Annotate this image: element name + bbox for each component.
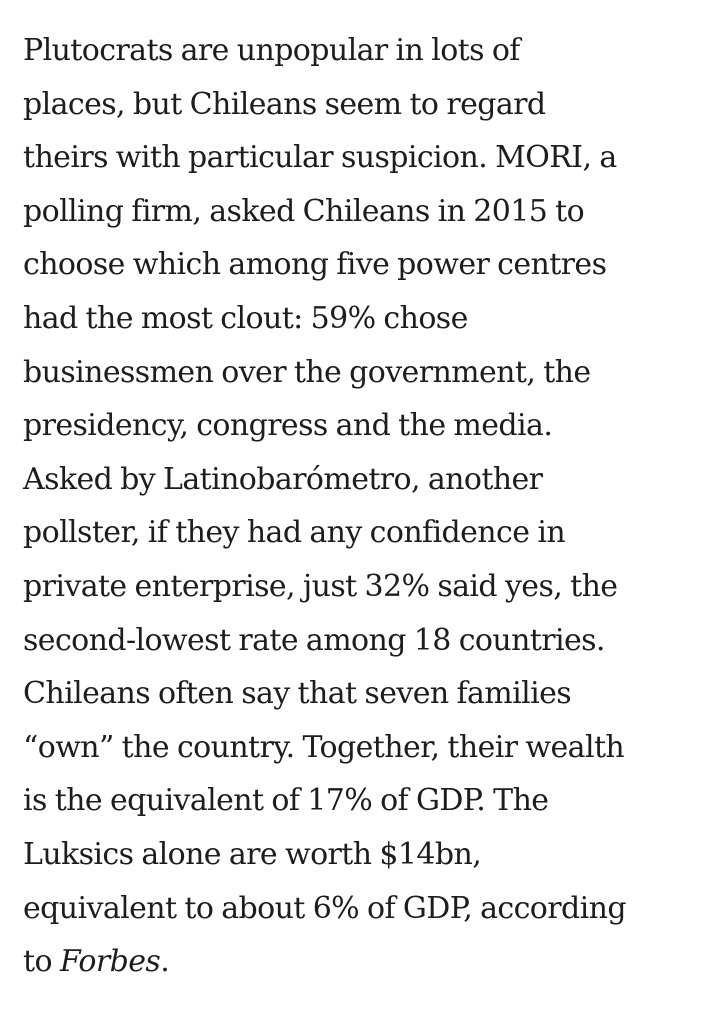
- text-line: Luksics alone are worth $14bn,: [23, 836, 482, 872]
- text-line: theirs with particular suspicion. MORI, …: [23, 140, 617, 176]
- text-line: equivalent to about 6% of GDP, according: [23, 890, 627, 926]
- text-line: choose which among five power centres: [23, 247, 607, 283]
- text-line: “own” the country. Together, their wealt…: [23, 729, 625, 765]
- text-fragment: .: [160, 944, 170, 980]
- text-line: pollster, if they had any confidence in: [23, 515, 566, 551]
- text-line: had the most clout: 59% chose: [23, 300, 468, 336]
- text-line: is the equivalent of 17% of GDP. The: [23, 783, 549, 819]
- text-line: places, but Chileans seem to regard: [23, 86, 546, 122]
- text-fragment: to: [23, 944, 60, 980]
- text-line: Plutocrats are unpopular in lots of: [23, 33, 520, 68]
- article-paragraph: Plutocrats are unpopular in lots of plac…: [23, 24, 703, 989]
- text-line: second-lowest rate among 18 countries.: [23, 622, 605, 658]
- publication-name: Forbes: [59, 944, 161, 980]
- text-line: Chileans often say that seven families: [23, 676, 572, 712]
- text-line: presidency, congress and the media.: [23, 408, 553, 444]
- text-line: businessmen over the government, the: [23, 354, 591, 390]
- text-line: polling firm, asked Chileans in 2015 to: [23, 193, 585, 229]
- text-line: Asked by Latinobarómetro, another: [23, 461, 543, 497]
- text-line-last: to Forbes.: [23, 935, 703, 989]
- text-line: private enterprise, just 32% said yes, t…: [23, 568, 618, 604]
